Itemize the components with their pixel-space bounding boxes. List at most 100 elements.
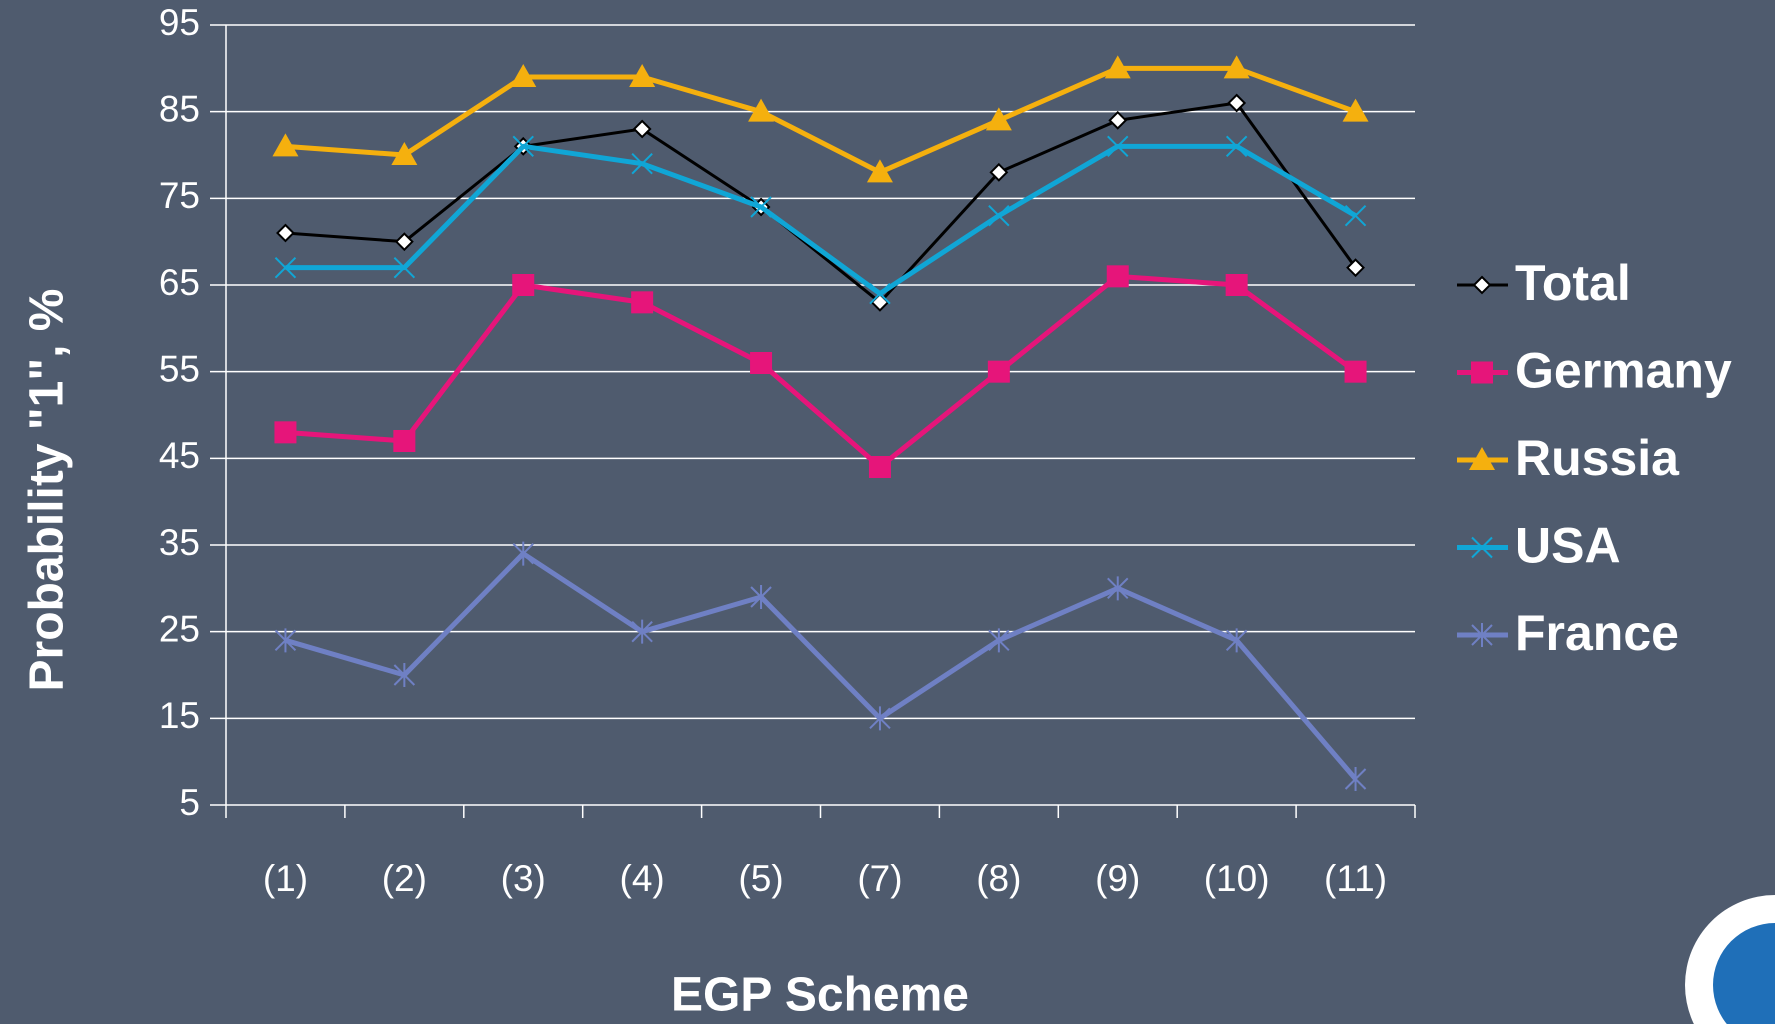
marker	[866, 159, 893, 183]
marker-part	[1344, 204, 1367, 227]
marker-part	[512, 541, 534, 566]
marker-part	[985, 107, 1012, 131]
marker	[1107, 576, 1129, 601]
marker	[1108, 110, 1128, 130]
marker	[1225, 628, 1248, 653]
x-tick-label: (10)	[1204, 858, 1270, 899]
marker-part	[632, 119, 652, 139]
y-tick-label: 85	[159, 88, 200, 129]
marker	[393, 256, 416, 279]
series-line	[285, 65, 1357, 175]
marker	[631, 619, 653, 644]
marker	[274, 421, 297, 444]
marker	[868, 456, 891, 478]
marker	[1106, 265, 1129, 288]
marker	[750, 585, 772, 609]
marker-part	[1225, 135, 1248, 158]
x-tick-label: (9)	[1095, 858, 1140, 899]
marker	[869, 282, 891, 305]
marker	[989, 162, 1009, 182]
marker-part	[868, 456, 891, 478]
marker-part	[748, 98, 775, 122]
marker-part	[1469, 447, 1495, 470]
series-line	[285, 101, 1357, 304]
x-tick-label: (8)	[976, 858, 1021, 899]
marker	[274, 628, 297, 653]
marker-part	[276, 223, 295, 243]
marker-part	[869, 282, 891, 305]
marker-part	[987, 360, 1010, 383]
marker	[394, 232, 414, 252]
y-tick-label: 25	[159, 608, 200, 649]
y-tick-label: 95	[159, 2, 200, 43]
marker	[1225, 135, 1248, 158]
marker-part	[869, 706, 891, 731]
marker	[631, 152, 653, 175]
marker	[274, 256, 297, 279]
marker-part	[629, 64, 656, 87]
marker-part	[988, 628, 1010, 653]
series-line	[284, 551, 1358, 781]
marker-part	[1471, 623, 1493, 647]
y-tick-label: 15	[159, 695, 200, 736]
legend-label: Germany	[1515, 343, 1732, 399]
marker	[1344, 767, 1367, 791]
marker	[750, 196, 772, 218]
marker-part	[510, 64, 537, 87]
marker-part	[1471, 536, 1493, 559]
marker-part	[989, 162, 1009, 182]
marker-part	[393, 256, 416, 279]
x-tick-label: (2)	[382, 858, 427, 899]
marker-part	[631, 152, 653, 175]
legend-marker	[1469, 447, 1495, 470]
legend-label: USA	[1515, 518, 1621, 574]
legend-marker	[1471, 536, 1493, 559]
series-line	[285, 273, 1358, 470]
marker	[988, 628, 1010, 653]
marker-part	[1227, 93, 1247, 113]
marker-part	[1108, 110, 1128, 130]
y-tick-label: 45	[159, 435, 200, 476]
x-tick-label: (3)	[501, 858, 546, 899]
marker	[393, 430, 416, 452]
x-axis-title: EGP Scheme	[671, 969, 969, 1022]
marker-part	[274, 256, 297, 279]
marker-part	[1106, 265, 1129, 288]
legend-label: France	[1515, 605, 1679, 661]
marker-part	[1342, 98, 1369, 122]
marker-part	[631, 619, 653, 644]
marker-part	[1344, 360, 1367, 383]
marker-part	[1107, 135, 1129, 158]
marker-part	[274, 421, 297, 444]
marker-part	[274, 628, 297, 653]
marker	[987, 360, 1010, 383]
marker	[512, 135, 534, 158]
marker	[1104, 55, 1131, 79]
marker	[985, 107, 1012, 131]
marker	[1107, 135, 1129, 158]
x-tick-label: (1)	[263, 858, 308, 899]
x-tick-label: (4)	[620, 858, 665, 899]
marker	[632, 119, 652, 139]
marker-part	[1472, 275, 1492, 295]
legend-marker	[1471, 361, 1493, 384]
marker-part	[750, 585, 772, 609]
legend-marker	[1471, 623, 1493, 647]
marker-part	[1225, 274, 1248, 296]
marker	[629, 64, 656, 87]
series-line	[285, 143, 1357, 297]
marker-part	[1225, 628, 1248, 653]
x-tick-label: (5)	[738, 858, 783, 899]
y-tick-label: 5	[179, 782, 200, 823]
y-tick-label: 75	[159, 175, 200, 216]
legend-marker	[1472, 275, 1492, 295]
marker-part	[512, 274, 535, 296]
marker	[510, 64, 537, 87]
marker-part	[988, 204, 1010, 227]
legend-label: Russia	[1515, 430, 1680, 486]
y-tick-label: 65	[159, 262, 200, 303]
marker-part	[1344, 767, 1367, 791]
marker	[391, 142, 418, 165]
marker	[1344, 360, 1367, 383]
